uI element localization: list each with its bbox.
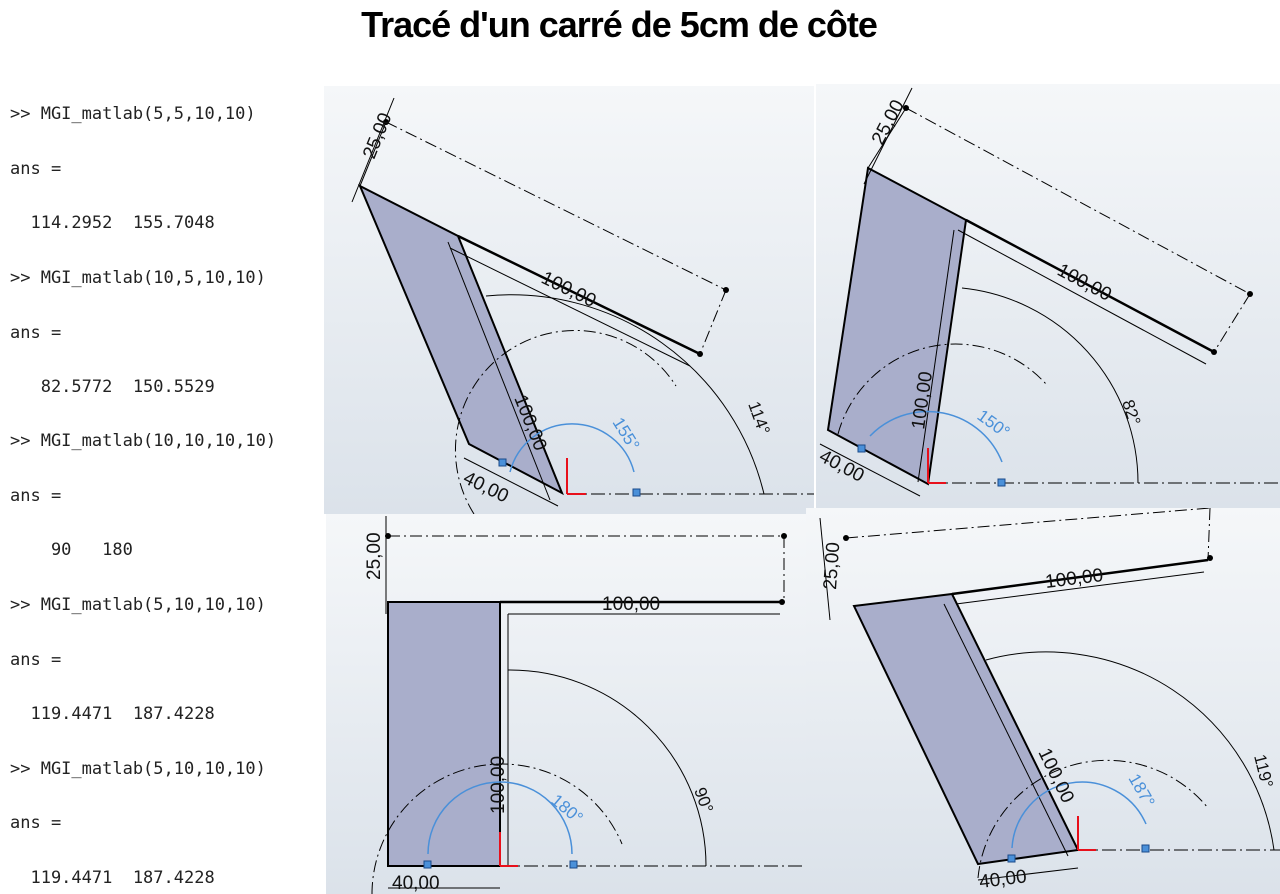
console-command: >> MGI_matlab(5,10,10,10) [10, 595, 266, 615]
console-result: 114.2952 155.7048 [10, 213, 215, 233]
console-ans-label: ans = [10, 323, 62, 343]
angle-arc-blue [427, 781, 573, 855]
dimension-link2: 100,00 [488, 756, 509, 814]
dimension-extension [863, 87, 913, 185]
dimension-line [447, 241, 551, 501]
endpoint [1207, 555, 1213, 561]
endpoint [723, 287, 729, 293]
dimension-line [943, 603, 1069, 857]
upper-link [965, 218, 1215, 354]
dimension-line [819, 443, 921, 497]
dimension-offset: 25,00 [364, 532, 385, 580]
console-ans-label: ans = [10, 159, 62, 179]
dimension-link1: 100,00 [602, 594, 660, 615]
dimension-extension [819, 517, 831, 621]
sketch-panel-1: 25,00 100,00 100,00 40,00 114° 155° [324, 86, 814, 514]
console-command: >> MGI_matlab(10,10,10,10) [10, 431, 277, 451]
sketch-point [1007, 854, 1016, 863]
angle-arc [985, 651, 1275, 851]
console-command: >> MGI_matlab(5,5,10,10) [10, 104, 256, 124]
sketch-point [569, 860, 578, 869]
sketch-point [857, 444, 866, 453]
dimension-line [917, 229, 955, 483]
console-result: 119.4471 187.4228 [10, 704, 215, 724]
dimension-line [957, 229, 1207, 365]
dimension-offset: 25,00 [820, 541, 844, 590]
sketch-panel-3: 25,00 100,00 100,00 40,00 90° 180° [326, 514, 806, 894]
console-command: >> MGI_matlab(5,10,10,10) [10, 759, 266, 779]
angle-arc [485, 294, 765, 495]
sketch-panel-2: 25,00 100,00 100,00 40,00 82° 150° [816, 84, 1280, 508]
dimension-line [449, 247, 691, 367]
construction-line [699, 289, 727, 355]
matlab-console: >> MGI_matlab(5,5,10,10) ans = 114.2952 … [0, 84, 322, 894]
link-shape [358, 183, 564, 496]
sketch-panel-4: 25,00 100,00 100,00 40,00 119° 187° [806, 508, 1280, 894]
dimension-line [463, 457, 559, 507]
endpoint [385, 533, 391, 539]
upper-link [951, 558, 1209, 596]
page-title: Tracé d'un carré de 5cm de côte [361, 4, 878, 45]
angle-arc-blue [509, 423, 635, 473]
endpoint [781, 533, 787, 539]
angle-arc [961, 287, 1139, 484]
link-shape [387, 601, 501, 867]
angle-arc-blue [1011, 781, 1147, 849]
dimension-extension [351, 97, 395, 203]
console-command: >> MGI_matlab(10,5,10,10) [10, 268, 266, 288]
console-ans-label: ans = [10, 813, 62, 833]
construction-line [1213, 293, 1251, 353]
console-result: 82.5772 150.5529 [10, 377, 215, 397]
console-result: 90 180 [10, 540, 133, 560]
console-ans-label: ans = [10, 650, 62, 670]
sketch-point [632, 488, 641, 497]
construction-line [1207, 508, 1211, 561]
endpoint [383, 119, 389, 125]
sketch-point [1141, 844, 1150, 853]
construction-line [905, 107, 1251, 295]
endpoint [779, 599, 785, 605]
console-result: 119.4471 187.4228 [10, 868, 215, 888]
sketch-point [498, 458, 507, 467]
construction-arc [454, 329, 677, 514]
dimension-line [955, 571, 1205, 605]
canvas-background [324, 86, 814, 514]
endpoint [903, 105, 909, 111]
console-ans-label: ans = [10, 486, 62, 506]
endpoint [697, 351, 703, 357]
construction-arc [371, 763, 623, 894]
endpoint [843, 535, 849, 541]
construction-line [385, 121, 727, 291]
endpoint [1211, 349, 1217, 355]
upper-link [457, 234, 701, 356]
dimension-base: 40,00 [392, 873, 440, 894]
dimension-line [977, 867, 1079, 881]
angle-arc-blue [869, 410, 1003, 463]
dimension-line [359, 121, 387, 187]
angle-arc [507, 669, 707, 867]
construction-line [845, 508, 1211, 539]
construction-arc [837, 343, 1047, 435]
construction-arc [977, 759, 1209, 879]
sketch-point [997, 478, 1006, 487]
sketch-point [423, 860, 432, 869]
endpoint [1247, 291, 1253, 297]
